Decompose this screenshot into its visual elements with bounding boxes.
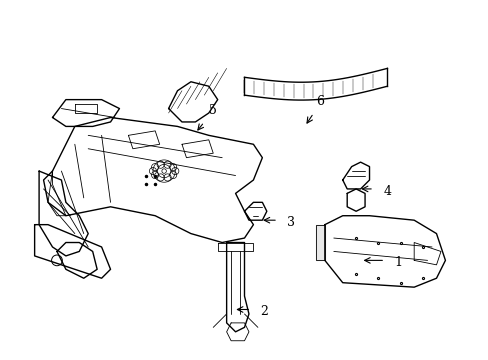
Polygon shape xyxy=(226,323,248,341)
Polygon shape xyxy=(39,171,88,256)
Polygon shape xyxy=(315,225,324,260)
Polygon shape xyxy=(128,131,160,149)
Polygon shape xyxy=(346,189,365,211)
Polygon shape xyxy=(48,171,66,216)
Polygon shape xyxy=(43,117,262,243)
Polygon shape xyxy=(324,216,445,287)
Text: 1: 1 xyxy=(394,256,402,269)
Polygon shape xyxy=(35,225,110,278)
Polygon shape xyxy=(57,243,97,278)
Polygon shape xyxy=(342,162,369,189)
Polygon shape xyxy=(413,243,440,265)
Text: 3: 3 xyxy=(287,216,295,229)
Polygon shape xyxy=(75,104,97,113)
Polygon shape xyxy=(244,202,266,220)
Text: 2: 2 xyxy=(260,305,268,318)
Polygon shape xyxy=(52,100,119,126)
Polygon shape xyxy=(217,243,253,251)
Polygon shape xyxy=(226,243,248,332)
Polygon shape xyxy=(182,140,213,158)
Text: 4: 4 xyxy=(383,185,390,198)
Polygon shape xyxy=(168,82,217,122)
Text: 6: 6 xyxy=(316,95,324,108)
Text: 5: 5 xyxy=(209,104,217,117)
Polygon shape xyxy=(244,68,386,100)
